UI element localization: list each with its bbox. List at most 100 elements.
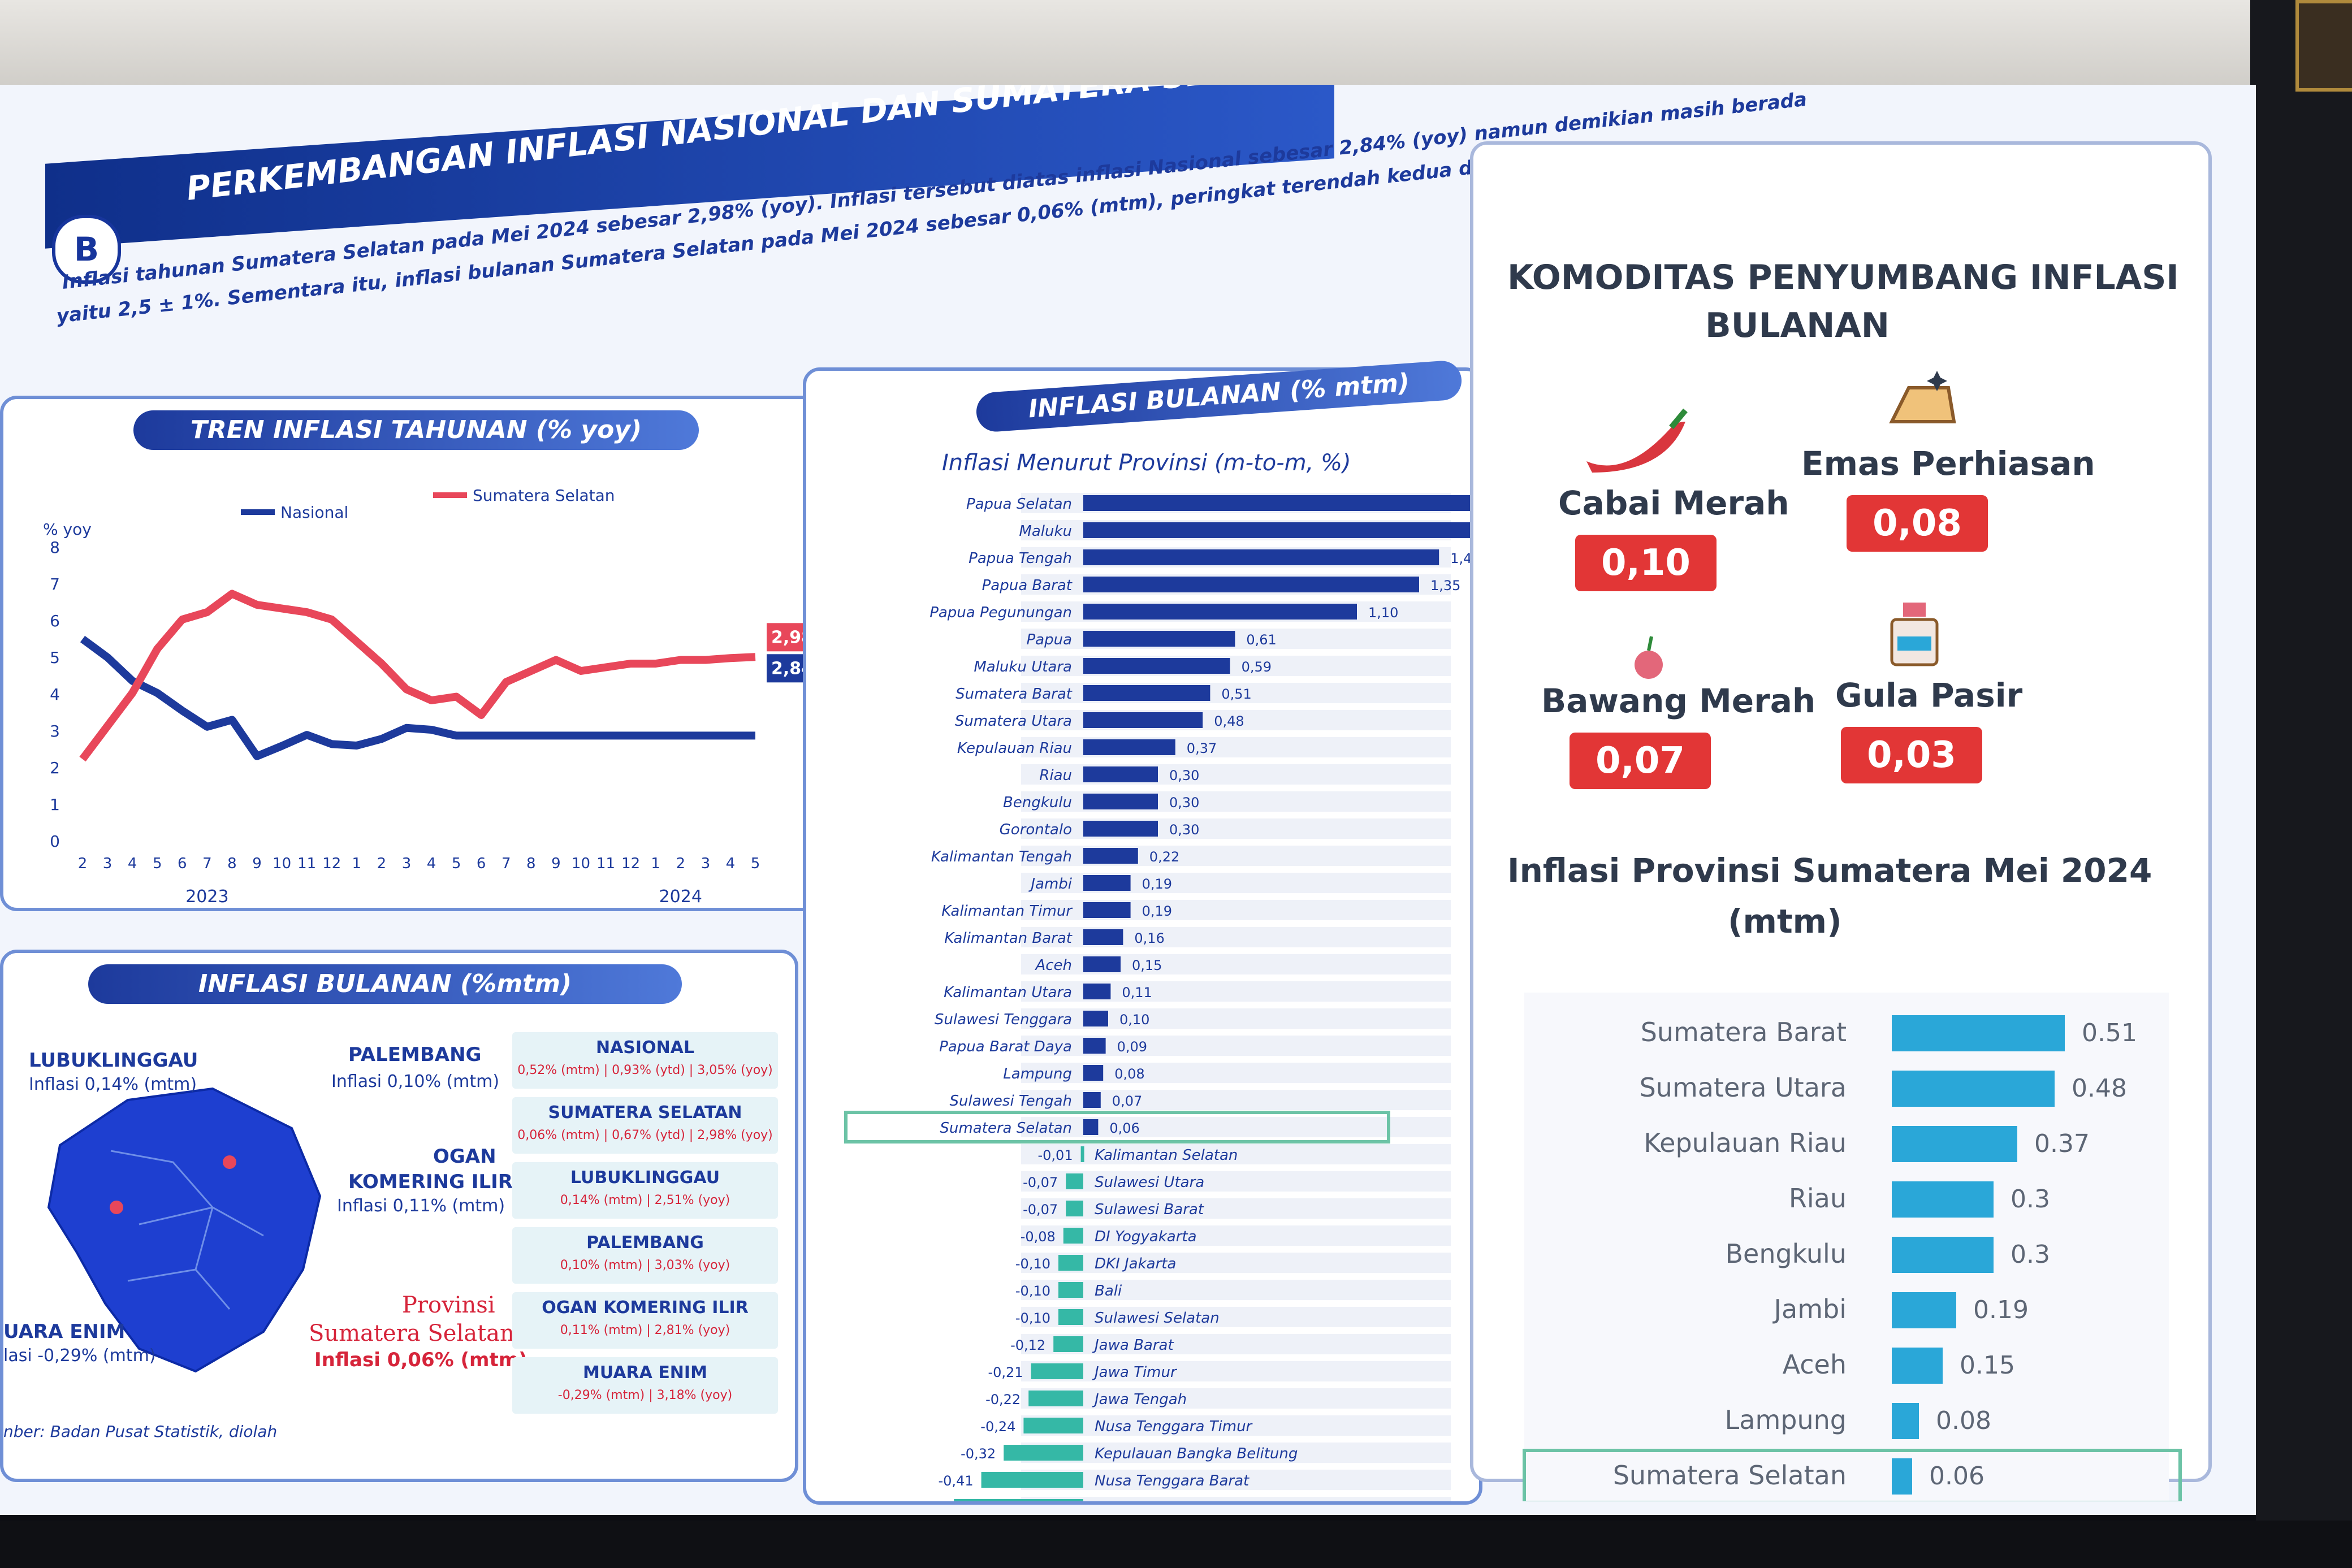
- x-tick-label: 1: [352, 855, 362, 872]
- palembang-value: Inflasi 0,10% (mtm): [331, 1072, 500, 1091]
- sumatera-value-label: 0.3: [2011, 1240, 2050, 1269]
- sumatera-province-label: Lampung: [1725, 1405, 1847, 1435]
- province-value-label: -0,32: [961, 1446, 996, 1462]
- bar-track: [1021, 1497, 1451, 1501]
- commodity-emas-value: 0,08: [1847, 495, 1988, 552]
- province-value-label: 0,10: [1119, 1012, 1149, 1028]
- sumatera-bar: [1892, 1181, 1994, 1218]
- city-table-row: NASIONAL 0,52% (mtm) | 0,93% (ytd) | 3,05…: [512, 1032, 778, 1089]
- sugar-icon: [1890, 603, 1939, 666]
- bar-track: [1021, 1253, 1451, 1273]
- sumatera-value-label: 0.08: [1936, 1406, 1991, 1435]
- sumatera-province-label: Kepulauan Riau: [1644, 1128, 1847, 1158]
- province-label: Aceh: [1034, 957, 1072, 974]
- bar-track: [1021, 1198, 1451, 1219]
- province-label: Maluku Utara: [974, 659, 1072, 675]
- province-bar: [1053, 1336, 1083, 1352]
- province-label: Papua Barat Daya: [939, 1038, 1072, 1055]
- province-label: Banten: [1095, 1500, 1147, 1501]
- lubuklinggau-label: LUBUKLINGGAU: [29, 1049, 198, 1072]
- x-tick-label: 8: [227, 855, 237, 872]
- province-bar: [1004, 1445, 1083, 1461]
- legend-label-sumsel: Sumatera Selatan: [473, 486, 615, 505]
- bar-track: [1021, 1225, 1451, 1246]
- city-table-value: 0,10% (mtm) | 3,03% (yoy): [560, 1258, 730, 1272]
- x-tick-label: 4: [128, 855, 137, 872]
- province-value-label: 0,11: [1122, 985, 1152, 1000]
- source-note: nber: Badan Pusat Statistik, diolah: [3, 1422, 278, 1441]
- province-label: Kepulauan Riau: [957, 740, 1072, 757]
- bar-track: [1021, 1361, 1451, 1381]
- x-tick-label: 6: [178, 855, 187, 872]
- y-tick-label: 0: [50, 832, 60, 851]
- province-label: Papua Tengah: [969, 550, 1072, 567]
- province-value-label: 0,61: [1246, 632, 1276, 648]
- province-label: DKI Jakarta: [1095, 1255, 1176, 1272]
- province-label: Nusa Tenggara Barat: [1095, 1472, 1250, 1489]
- x-tick-label: 5: [751, 855, 760, 872]
- province-bar: [1066, 1201, 1083, 1216]
- bar-track: [1021, 1280, 1451, 1300]
- province-bar: [1063, 1228, 1083, 1244]
- x-tick-label: 2: [78, 855, 88, 872]
- series-line-nasional: [80, 635, 755, 760]
- provinsi-label: Provinsi: [402, 1292, 495, 1318]
- province-bar: [1083, 1011, 1108, 1026]
- province-label: Sumatera Selatan: [940, 1120, 1072, 1137]
- province-value-label: 1,35: [1430, 578, 1460, 594]
- sumatera-province-label: Sumatera Selatan: [1613, 1460, 1847, 1491]
- province-value-label: 0,48: [1214, 713, 1244, 729]
- province-label: Lampung: [1003, 1065, 1072, 1082]
- sumatera-value-label: 0.19: [1973, 1296, 2029, 1324]
- legend-label-nasional: Nasional: [280, 503, 348, 522]
- province-label: Kalimantan Selatan: [1095, 1147, 1238, 1164]
- province-label: Riau: [1039, 767, 1072, 784]
- province-value-label: 0,16: [1134, 930, 1164, 946]
- muara-enim-label: UARA ENIM: [3, 1320, 126, 1343]
- bar-track: [1021, 1443, 1451, 1463]
- city-table-value: 0,52% (mtm) | 0,93% (ytd) | 3,05% (yoy): [517, 1063, 773, 1077]
- province-value-label: -0,08: [1021, 1229, 1056, 1245]
- chart-bg: [1524, 993, 2169, 1501]
- x-tick-label: 5: [153, 855, 162, 872]
- x-tick-label: 12: [322, 855, 341, 872]
- province-bar: [981, 1472, 1083, 1488]
- bank-logo: B: [52, 215, 121, 284]
- series-line-sumsel: [79, 590, 756, 762]
- province-label: Sulawesi Tengah: [950, 1093, 1073, 1110]
- province-bar: [1083, 929, 1123, 945]
- province-bar: [1083, 1119, 1099, 1135]
- province-bar: [1080, 1146, 1084, 1162]
- province-label: Bali: [1095, 1283, 1122, 1300]
- province-bar: [1083, 956, 1121, 972]
- oki-label-1: OGAN: [433, 1145, 496, 1168]
- sumatera-bar: [1892, 1071, 2055, 1107]
- province-label: Bengkulu: [1003, 794, 1072, 811]
- y-axis-label: % yoy: [43, 520, 92, 539]
- province-value-label: 1,10: [1368, 605, 1398, 621]
- province-label: Sulawesi Tenggara: [935, 1011, 1072, 1028]
- province-label: Papua: [1026, 631, 1072, 648]
- province-label: Papua Selatan: [966, 496, 1072, 513]
- commodity-panel: KOMODITAS PENYUMBANG INFLASI BULANAN Cab…: [1470, 141, 2212, 1501]
- shallot-icon: [1635, 636, 1663, 679]
- province-label: Kepulauan Bangka Belitung: [1095, 1445, 1298, 1462]
- province-value-label: 0,19: [1142, 876, 1172, 892]
- province-label: Maluku: [1019, 523, 1072, 540]
- sumatera-bar: [1892, 1015, 2065, 1051]
- sumatera-province-label: Sumatera Utara: [1640, 1072, 1847, 1103]
- province-mtm-subtitle: Inflasi Menurut Provinsi (m-to-m, %): [942, 450, 1351, 476]
- city-table-value: -0,29% (mtm) | 3,18% (yoy): [557, 1388, 733, 1402]
- province-bar: [1058, 1309, 1083, 1325]
- commodity-emas-name: Emas Perhiasan: [1801, 444, 2095, 483]
- sumatera-value-label: 0.3: [2011, 1185, 2050, 1214]
- province-label: Sulawesi Barat: [1095, 1201, 1204, 1218]
- province-bar: [954, 1499, 1083, 1501]
- x-tick-label: 2: [377, 855, 387, 872]
- city-table-name: LUBUKLINGGAU: [570, 1168, 720, 1188]
- annual-trend-title: TREN INFLASI TAHUNAN (% yoy): [133, 410, 699, 450]
- province-bar: [1083, 712, 1203, 728]
- province-value-label: 0,08: [1114, 1066, 1144, 1082]
- province-value-label: -0,41: [938, 1473, 973, 1489]
